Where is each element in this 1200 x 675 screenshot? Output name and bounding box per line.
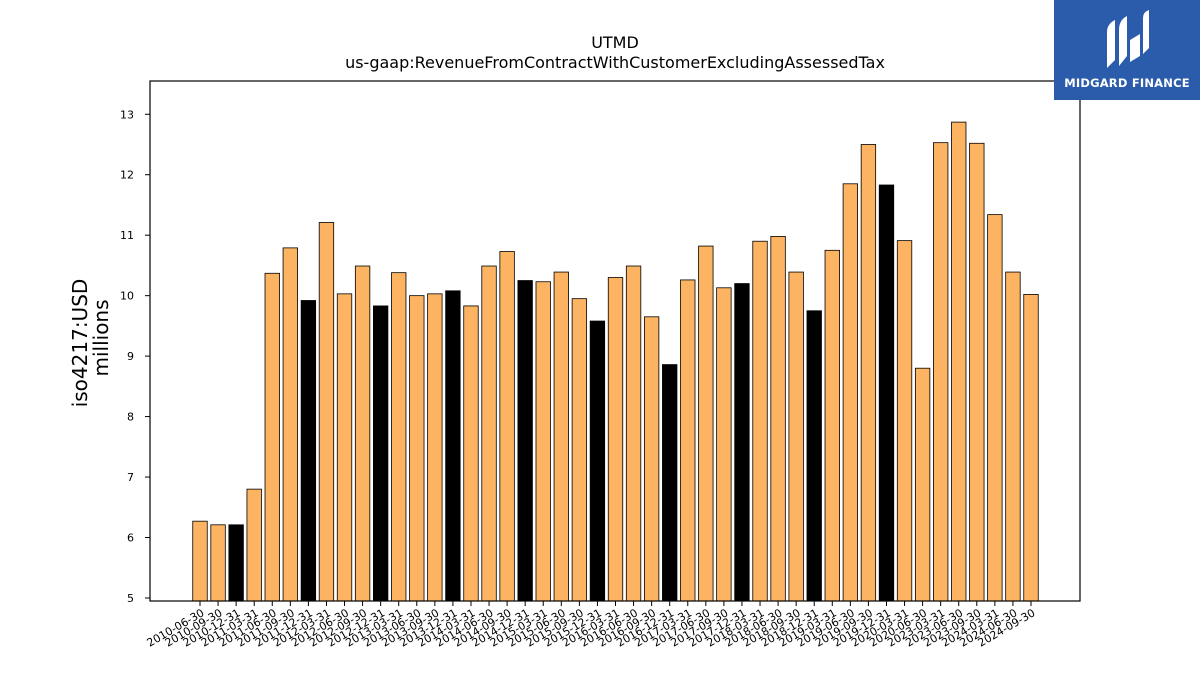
- y-axis-label: iso4217:USD: [68, 279, 92, 408]
- y-axis: 5 6 7 8 9 10 11 12 13: [120, 108, 150, 605]
- bar: [409, 295, 425, 602]
- bar: [427, 293, 443, 602]
- bar: [698, 245, 714, 602]
- bar: [752, 240, 768, 602]
- y-tick-label: 11: [120, 229, 134, 242]
- logo-text: MIDGARD FINANCE: [1064, 76, 1190, 90]
- bar: [1005, 271, 1021, 602]
- bar: [499, 251, 515, 602]
- bar: [680, 279, 696, 602]
- bar: [481, 265, 497, 602]
- bar: [625, 265, 642, 602]
- bar: [571, 298, 588, 602]
- bar: [318, 222, 335, 602]
- bar: [734, 283, 750, 602]
- y-tick-label: 7: [127, 471, 134, 484]
- chart-subtitle: us-gaap:RevenueFromContractWithCustomerE…: [345, 53, 885, 72]
- bar: [969, 142, 985, 602]
- bar: [589, 320, 606, 602]
- bar: [878, 184, 895, 602]
- x-axis: 2010-06-302010-09-302010-12-312011-03-31…: [145, 601, 1038, 650]
- bar: [463, 305, 479, 602]
- bar: [607, 277, 624, 602]
- bar: [770, 235, 786, 602]
- bar: [987, 214, 1003, 602]
- y-axis-unit-label: millions: [89, 299, 113, 376]
- bar: [535, 281, 551, 602]
- midgard-logo-icon: [1107, 10, 1149, 68]
- y-tick-label: 8: [127, 411, 134, 424]
- y-tick-label: 6: [127, 532, 134, 545]
- bar: [933, 142, 949, 602]
- bar: [643, 316, 660, 602]
- bar: [210, 524, 226, 602]
- bar: [788, 271, 804, 602]
- bar: [282, 247, 298, 602]
- bar: [824, 249, 840, 602]
- bar: [373, 305, 389, 602]
- bar: [860, 144, 877, 602]
- bar: [806, 310, 822, 602]
- y-tick-label: 9: [127, 350, 134, 363]
- bar: [354, 265, 371, 602]
- midgard-finance-logo: MIDGARD FINANCE: [1054, 0, 1200, 100]
- y-tick-label: 13: [120, 108, 134, 121]
- bar: [336, 293, 353, 602]
- bar: [842, 183, 858, 602]
- plot-frame: [149, 80, 1081, 602]
- y-tick-label: 12: [120, 169, 134, 182]
- bar: [246, 488, 262, 602]
- bar: [662, 364, 678, 602]
- bar: [445, 290, 461, 602]
- chart-title: UTMD: [591, 33, 639, 52]
- bar: [228, 524, 244, 602]
- bar: [192, 520, 208, 602]
- bar: [1023, 294, 1039, 602]
- bar: [517, 280, 533, 602]
- bars: [192, 121, 1039, 602]
- bar: [264, 272, 280, 602]
- bar: [716, 287, 732, 602]
- bar: [896, 240, 913, 602]
- bar: [391, 272, 407, 602]
- bar: [300, 300, 317, 602]
- bar: [553, 271, 569, 602]
- bar: [951, 121, 967, 602]
- bar: [914, 367, 931, 602]
- y-tick-label: 5: [127, 592, 134, 605]
- y-tick-label: 10: [120, 290, 134, 303]
